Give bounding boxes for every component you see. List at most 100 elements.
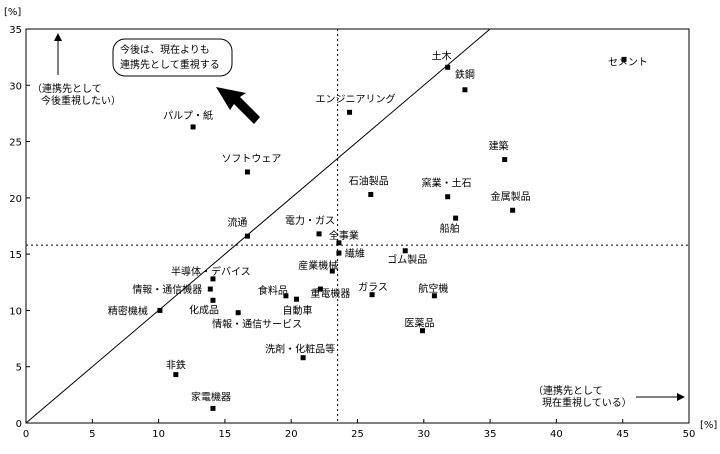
y-tick-label: 30 bbox=[9, 81, 22, 92]
data-label: 船舶 bbox=[440, 222, 460, 235]
data-label: 繊維 bbox=[345, 247, 365, 260]
y-tick-label: 10 bbox=[9, 306, 22, 317]
callout-text: 連携先として重視する bbox=[120, 58, 220, 71]
data-point bbox=[235, 310, 241, 316]
y-tick-label: 0 bbox=[16, 419, 22, 430]
data-point bbox=[445, 194, 451, 200]
data-label: 流通 bbox=[227, 216, 247, 229]
data-point bbox=[173, 372, 179, 378]
data-point bbox=[329, 268, 335, 274]
data-label: 建築 bbox=[489, 140, 509, 153]
data-point bbox=[244, 233, 250, 239]
data-label: 食料品 bbox=[258, 284, 288, 297]
data-label: ガラス bbox=[358, 282, 388, 294]
data-label: 家電機器 bbox=[191, 390, 231, 403]
data-point bbox=[336, 240, 342, 246]
diagonal-reference-line bbox=[25, 28, 491, 424]
bottom-right-note: （連携先として bbox=[533, 384, 603, 397]
y-unit-label: [%] bbox=[4, 7, 21, 18]
data-label: 自動車 bbox=[283, 304, 313, 317]
top-left-note: （連携先として bbox=[32, 82, 102, 95]
y-tick-label: 25 bbox=[9, 138, 22, 149]
data-label: ゴム製品 bbox=[387, 253, 427, 266]
reference-lines bbox=[25, 28, 689, 424]
data-label: パルプ・紙 bbox=[163, 109, 213, 122]
data-point bbox=[244, 169, 250, 175]
data-label: 土木 bbox=[432, 49, 452, 62]
x-tick-label: 10 bbox=[152, 429, 165, 440]
y-tick-label: 20 bbox=[9, 194, 22, 205]
data-label: 医薬品 bbox=[404, 318, 434, 330]
x-tick-label: 20 bbox=[285, 429, 298, 440]
data-point bbox=[190, 124, 196, 130]
data-label: 洗剤・化粧品等 bbox=[265, 343, 335, 356]
data-label: 非鉄 bbox=[166, 359, 186, 372]
axis-ticks: 0 5 10 15 20 25 30 35 40 45 50 0 5 10 15 20 25 30 35 [%] [%] bbox=[4, 7, 717, 440]
data-point bbox=[347, 109, 353, 115]
y-tick-label: 35 bbox=[9, 25, 22, 36]
x-tick-label: 45 bbox=[616, 429, 629, 440]
data-points bbox=[157, 56, 627, 411]
data-label: 産業機械 bbox=[298, 259, 338, 272]
data-label: 精密機械 bbox=[108, 304, 148, 317]
x-tick-label: 50 bbox=[683, 429, 696, 440]
data-point bbox=[445, 64, 451, 70]
y-tick-label: 5 bbox=[16, 363, 22, 374]
plot-frame bbox=[25, 28, 690, 424]
data-point bbox=[294, 296, 300, 302]
data-point bbox=[369, 292, 375, 298]
bottom-right-note: 現在重視している） bbox=[542, 396, 632, 409]
data-label: ソフトウェア bbox=[221, 153, 281, 165]
data-point bbox=[210, 276, 216, 282]
data-label: 金属製品 bbox=[491, 190, 531, 203]
data-label: 電力・ガス bbox=[285, 214, 335, 227]
x-tick-label: 30 bbox=[417, 429, 430, 440]
data-point bbox=[316, 231, 322, 237]
data-point bbox=[510, 207, 516, 213]
up-arrow-head bbox=[54, 33, 62, 41]
data-point bbox=[621, 56, 627, 62]
data-label: 窯業・土石 bbox=[422, 177, 472, 190]
x-tick-label: 40 bbox=[550, 429, 563, 440]
data-point bbox=[207, 286, 213, 292]
data-point bbox=[317, 286, 323, 292]
data-point bbox=[336, 250, 342, 256]
data-label: 半導体・デバイス bbox=[171, 265, 251, 278]
data-point bbox=[462, 87, 468, 93]
callout-text: 今後は、現在よりも bbox=[120, 43, 210, 56]
data-point bbox=[157, 307, 163, 313]
data-point bbox=[502, 157, 508, 163]
x-tick-label: 35 bbox=[484, 429, 497, 440]
data-label: 重電機器 bbox=[310, 287, 350, 300]
data-point bbox=[431, 293, 437, 299]
data-label: 情報・通信機器 bbox=[132, 283, 202, 296]
data-point bbox=[283, 293, 289, 299]
data-point bbox=[402, 248, 408, 254]
data-point bbox=[453, 215, 459, 221]
callout-box bbox=[112, 38, 233, 77]
data-label: 情報・通信サービス bbox=[212, 318, 302, 331]
data-label: 石油製品 bbox=[349, 174, 389, 187]
data-point bbox=[210, 405, 216, 411]
x-tick-label: 5 bbox=[89, 429, 95, 440]
data-label: 航空機 bbox=[418, 282, 448, 295]
data-point bbox=[210, 297, 216, 303]
data-point bbox=[368, 191, 374, 197]
x-unit-label: [%] bbox=[700, 420, 717, 431]
x-tick-label: 15 bbox=[219, 429, 232, 440]
data-point bbox=[419, 328, 425, 334]
annotations: 今後は、現在よりも連携先として重視する（連携先として今後重視したい）（連携先とし… bbox=[32, 33, 685, 409]
y-tick-label: 15 bbox=[9, 250, 22, 261]
x-tick-label: 0 bbox=[23, 429, 29, 440]
data-label: 全事業 bbox=[329, 229, 359, 242]
data-label: セメント bbox=[608, 56, 648, 68]
data-label: エンジニアリング bbox=[316, 92, 396, 105]
top-left-note: 今後重視したい） bbox=[41, 94, 121, 107]
data-point bbox=[300, 355, 306, 361]
data-label: 化成品 bbox=[189, 303, 219, 316]
x-tick-label: 25 bbox=[351, 429, 364, 440]
data-label: 鉄鋼 bbox=[455, 68, 475, 81]
